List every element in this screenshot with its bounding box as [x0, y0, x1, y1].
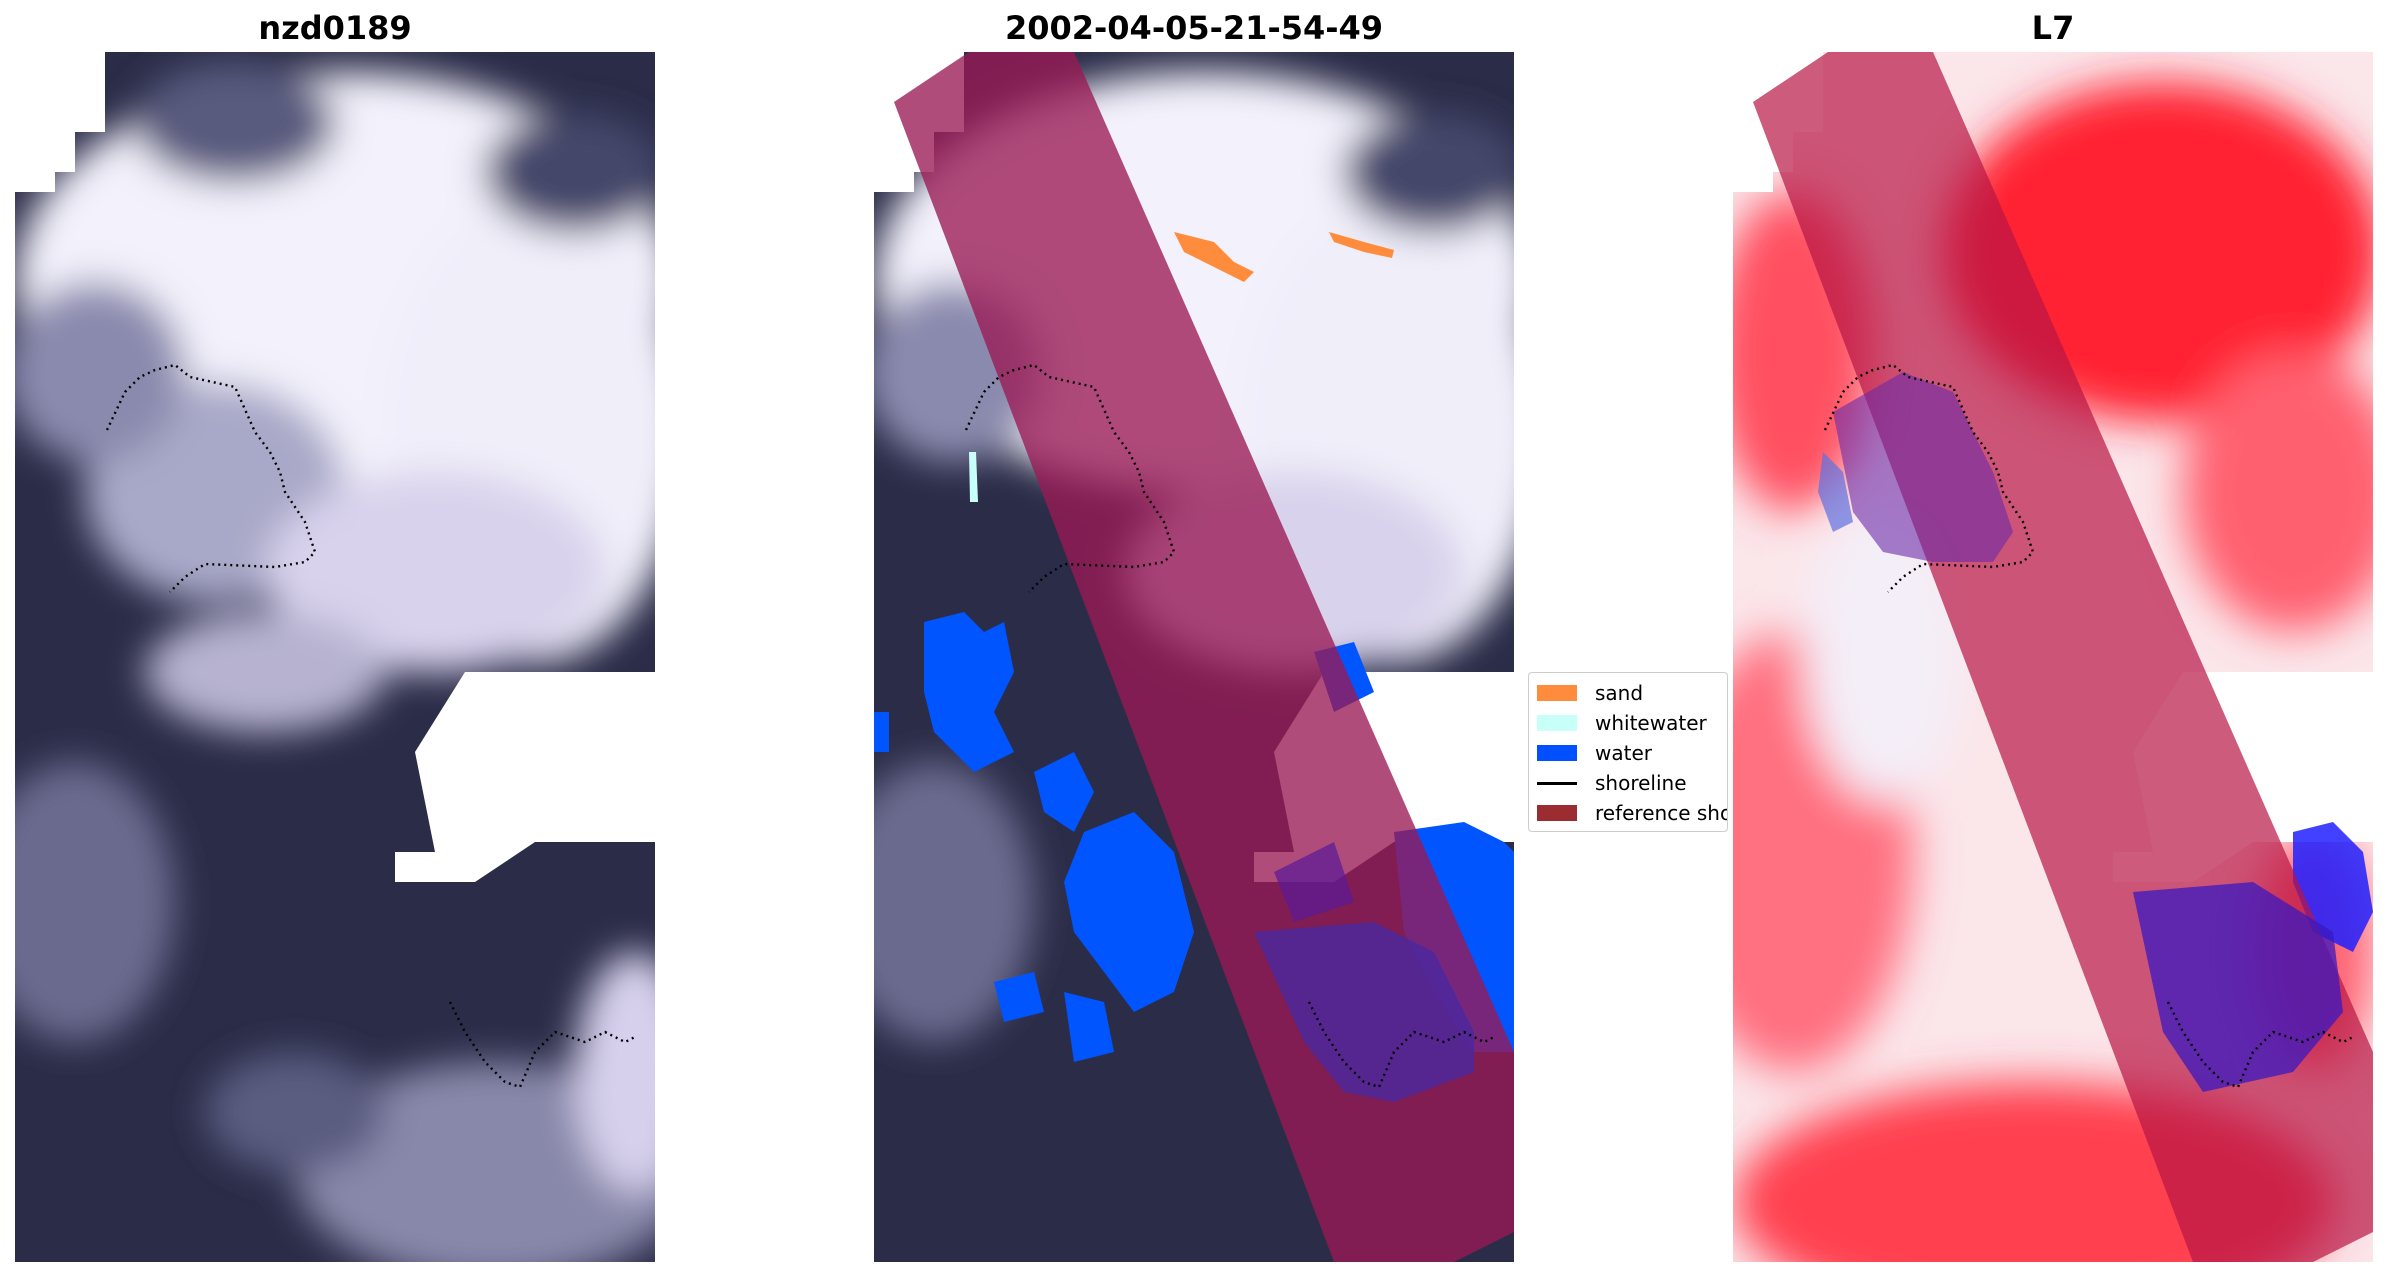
legend-item-shoreline: shoreline	[1537, 769, 1687, 797]
panel-title-date: 2002-04-05-21-54-49	[1004, 9, 1384, 47]
legend-item-sand: sand	[1537, 679, 1643, 707]
legend-label: shoreline	[1595, 771, 1687, 795]
whitewater-swatch	[1537, 715, 1577, 731]
shoreline-line	[1537, 781, 1577, 785]
legend: sand whitewater water shoreline referenc…	[1528, 672, 1728, 832]
legend-label: whitewater	[1595, 711, 1707, 735]
legend-label: reference shoreline	[1595, 801, 1727, 825]
reference-shoreline-swatch	[1537, 805, 1577, 821]
panel-title-image: nzd0189	[258, 9, 412, 47]
legend-label: water	[1595, 741, 1652, 765]
panel-title-satellite: L7	[2031, 9, 2075, 47]
water-swatch	[1537, 745, 1577, 761]
legend-item-reference-shoreline: reference shoreline	[1537, 799, 1727, 827]
legend-item-water: water	[1537, 739, 1652, 767]
rgb-image-panel	[15, 52, 655, 1262]
sand-swatch	[1537, 685, 1577, 701]
index-panel	[1733, 52, 2373, 1262]
legend-label: sand	[1595, 681, 1644, 705]
classification-panel	[874, 52, 1514, 1262]
legend-item-whitewater: whitewater	[1537, 709, 1707, 737]
